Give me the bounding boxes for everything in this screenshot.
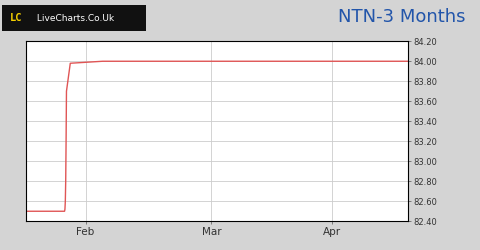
Text: NTN-3 Months: NTN-3 Months — [338, 8, 466, 26]
FancyBboxPatch shape — [2, 5, 146, 31]
Text: LC: LC — [10, 13, 22, 23]
Text: LiveCharts.Co.Uk: LiveCharts.Co.Uk — [34, 14, 114, 23]
